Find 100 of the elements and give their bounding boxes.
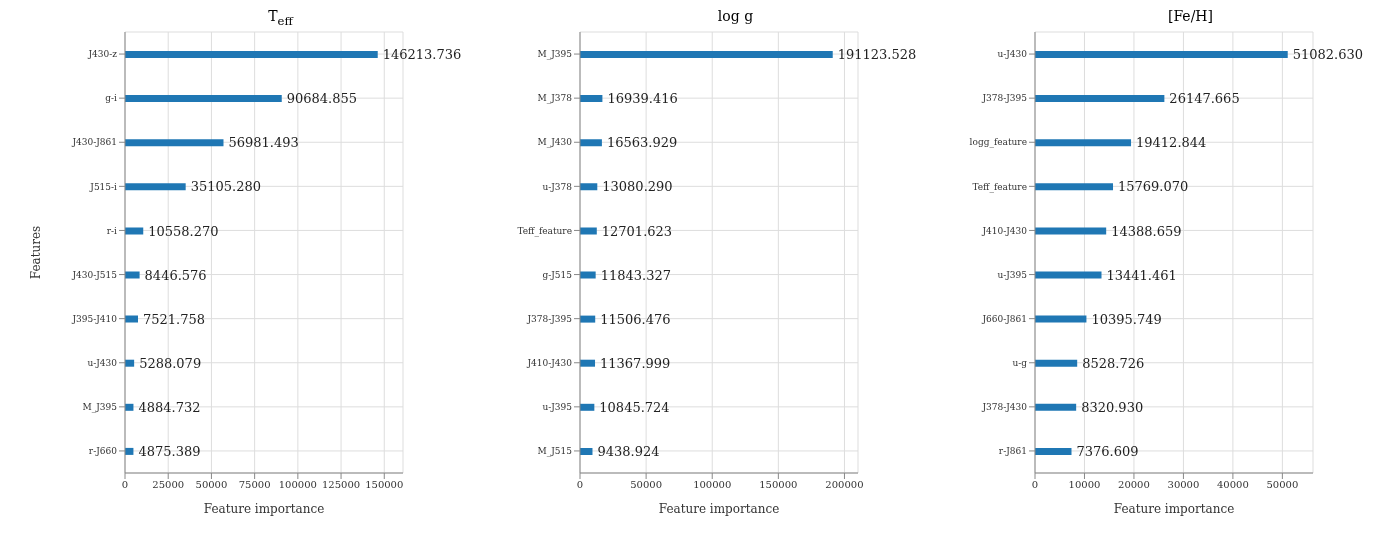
x-tick-label: 40000 <box>1216 479 1249 491</box>
data-label: 7521.758 <box>143 311 206 327</box>
data-label: 56981.493 <box>228 135 299 151</box>
y-tick-label: u-J378 <box>542 181 573 192</box>
bar <box>1035 271 1102 279</box>
bar <box>580 183 598 191</box>
data-label: 7376.609 <box>1076 444 1139 460</box>
bar <box>580 403 595 411</box>
bar <box>125 139 224 147</box>
y-tick-label: r-i <box>106 225 118 236</box>
chart-title: log g <box>716 8 755 26</box>
x-tick-label: 20000 <box>1118 479 1150 491</box>
bar <box>1035 227 1107 235</box>
y-tick-label: M_J395 <box>537 49 573 61</box>
data-label: 10845.724 <box>599 399 670 415</box>
bar <box>1035 183 1114 191</box>
x-axis-title: Feature importance <box>203 502 325 516</box>
x-tick-label: 50000 <box>195 479 228 491</box>
data-label: 11367.999 <box>600 355 671 371</box>
data-label: 8446.576 <box>144 267 207 283</box>
x-tick-label: 0 <box>121 479 129 491</box>
x-axis-title: Feature importance <box>658 502 780 516</box>
bar <box>1035 95 1165 103</box>
bar <box>580 95 603 103</box>
bar <box>125 227 144 235</box>
bar <box>580 271 596 279</box>
data-label: 26147.665 <box>1169 91 1240 107</box>
data-label: 10395.749 <box>1091 311 1162 327</box>
data-label: 16939.416 <box>607 91 678 107</box>
data-label: 51082.630 <box>1292 47 1364 63</box>
x-tick-label: 75000 <box>238 479 271 491</box>
bar <box>580 315 596 323</box>
y-tick-label: Teff_feature <box>972 181 1027 193</box>
y-tick-label: J430-J861 <box>71 137 117 148</box>
bar <box>125 51 378 58</box>
bar <box>1035 315 1087 323</box>
x-tick-label: 100000 <box>278 479 317 491</box>
y-tick-label: logg_feature <box>969 137 1027 149</box>
x-tick-label: 10000 <box>1068 479 1101 491</box>
y-tick-label: J378-J395 <box>526 313 573 324</box>
y-tick-label: M_J430 <box>537 137 573 149</box>
y-tick-label: J378-J395 <box>981 93 1028 104</box>
data-label: 13441.461 <box>1106 267 1177 283</box>
data-label: 8528.726 <box>1082 355 1145 371</box>
data-label: 8320.930 <box>1081 399 1144 415</box>
y-tick-label: g-i <box>105 93 118 104</box>
data-label: 90684.855 <box>286 91 358 107</box>
bar <box>1035 447 1072 455</box>
y-tick-label: r-J861 <box>998 446 1027 457</box>
bar <box>580 359 596 367</box>
x-tick-label: 150000 <box>759 479 798 491</box>
y-tick-label: M_J515 <box>537 446 573 458</box>
y-tick-label: u-J395 <box>997 269 1028 280</box>
y-tick-label: M_J378 <box>537 93 573 105</box>
y-tick-label: u-g <box>1012 357 1028 368</box>
x-tick-label: 125000 <box>321 479 361 491</box>
x-tick-label: 200000 <box>825 479 864 491</box>
data-label: 146213.736 <box>382 47 462 63</box>
x-tick-label: 150000 <box>365 479 404 491</box>
bar <box>125 271 140 279</box>
y-tick-label: J378-J430 <box>981 402 1028 413</box>
data-label: 12701.623 <box>601 223 673 239</box>
bar <box>580 51 833 58</box>
y-tick-label: J660-J861 <box>981 313 1027 324</box>
data-label: 35105.280 <box>190 179 261 195</box>
bar <box>580 227 597 235</box>
data-label: 4884.732 <box>138 399 201 415</box>
data-label: 19412.844 <box>1136 135 1207 151</box>
bar <box>580 139 602 147</box>
x-tick-label: 30000 <box>1167 479 1200 491</box>
bar <box>1035 139 1132 147</box>
y-tick-label: J410-J430 <box>981 225 1028 236</box>
y-tick-label: J515-i <box>89 181 118 192</box>
data-label: 11843.327 <box>600 267 671 283</box>
data-label: 4875.389 <box>138 444 201 460</box>
bar <box>1035 51 1288 58</box>
chart-title: T$_{eff}$ <box>267 8 295 28</box>
y-tick-label: J430-J515 <box>71 269 118 280</box>
y-tick-label: Teff_feature <box>517 225 572 237</box>
x-tick-label: 0 <box>1031 479 1039 491</box>
data-label: 16563.929 <box>606 135 678 151</box>
data-label: 13080.290 <box>602 179 673 195</box>
x-axis-title: Feature importance <box>1113 502 1235 516</box>
data-label: 15769.070 <box>1118 179 1189 195</box>
y-tick-label: J430-z <box>87 49 118 60</box>
y-tick-label: u-J395 <box>542 402 573 413</box>
bar <box>1035 403 1077 411</box>
bar <box>125 183 186 191</box>
x-tick-label: 25000 <box>152 479 185 491</box>
y-tick-label: M_J395 <box>82 402 118 414</box>
y-tick-label: u-J430 <box>87 357 118 368</box>
data-label: 5288.079 <box>139 355 202 371</box>
y-axis-title: Features <box>29 225 44 280</box>
data-label: 14388.659 <box>1111 223 1182 239</box>
x-tick-label: 50000 <box>1266 479 1299 491</box>
data-label: 191123.528 <box>837 47 917 63</box>
x-tick-label: 0 <box>576 479 584 491</box>
y-tick-label: J410-J430 <box>526 357 573 368</box>
x-tick-label: 100000 <box>693 479 732 491</box>
x-tick-label: 50000 <box>630 479 663 491</box>
